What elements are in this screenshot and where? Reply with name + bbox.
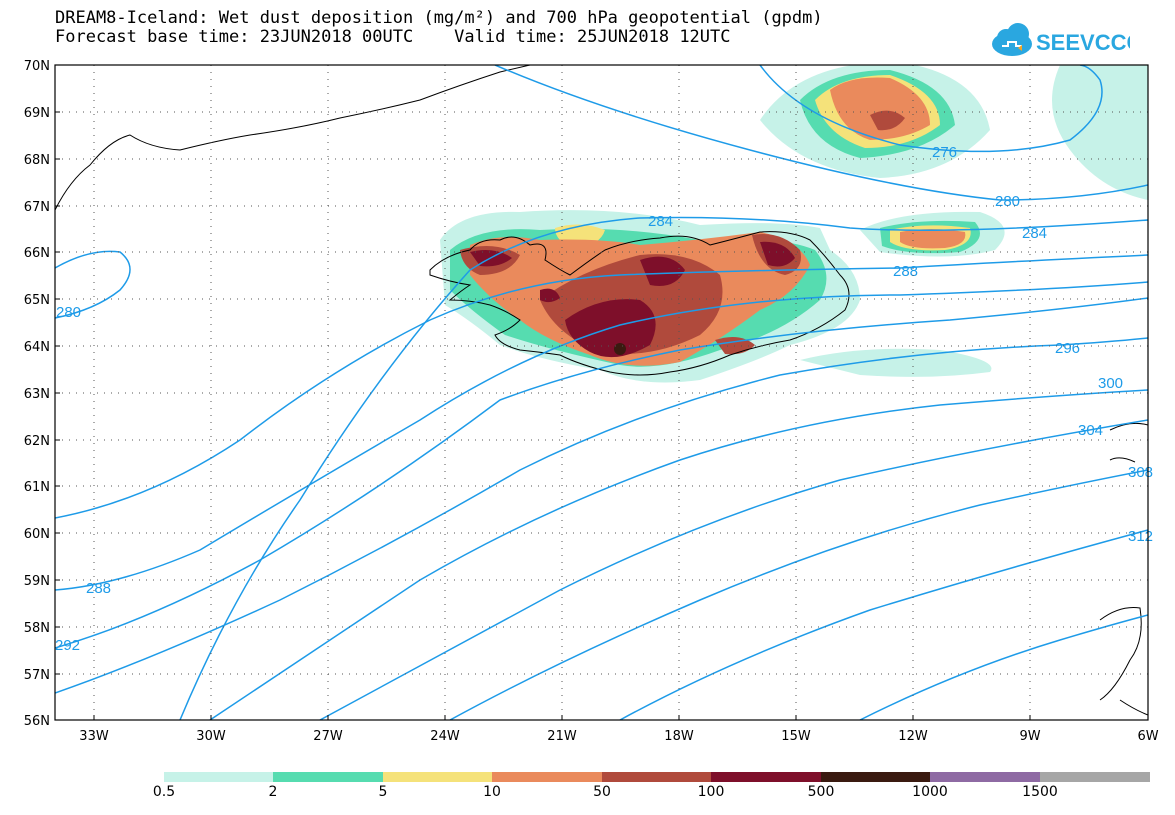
lon-label: 6W bbox=[1137, 729, 1158, 744]
legend-label: 1500 bbox=[1022, 784, 1058, 800]
lon-label: 33W bbox=[79, 729, 109, 744]
legend-label: 5 bbox=[378, 784, 388, 800]
contour-label: 288 bbox=[86, 580, 111, 597]
legend-swatch bbox=[164, 772, 273, 782]
contour-label: 304 bbox=[1078, 422, 1103, 439]
legend-swatch bbox=[273, 772, 383, 782]
map-subtitle: Forecast base time: 23JUN2018 00UTC Vali… bbox=[55, 27, 731, 47]
lat-label: 56N bbox=[24, 714, 50, 729]
lat-label: 59N bbox=[24, 574, 50, 589]
contour-label: 284 bbox=[648, 213, 673, 230]
lat-label: 67N bbox=[24, 200, 50, 215]
lat-label: 69N bbox=[24, 106, 50, 121]
legend-swatch bbox=[492, 772, 602, 782]
contour-label: 276 bbox=[932, 144, 957, 161]
legend-label: 500 bbox=[807, 784, 835, 800]
lon-label: 9W bbox=[1019, 729, 1040, 744]
graticule bbox=[55, 65, 1148, 720]
legend-swatch bbox=[930, 772, 1040, 782]
lon-label: 24W bbox=[430, 729, 460, 744]
lat-label: 62N bbox=[24, 434, 50, 449]
legend-label: 50 bbox=[593, 784, 611, 800]
contour-label: 312 bbox=[1128, 528, 1153, 545]
contour-label: 292 bbox=[55, 637, 80, 654]
dust-deposition-field bbox=[440, 65, 1148, 383]
lon-label: 12W bbox=[898, 729, 928, 744]
legend-swatch bbox=[602, 772, 711, 782]
lat-label: 68N bbox=[24, 153, 50, 168]
contour-label: 296 bbox=[1055, 340, 1080, 357]
lat-label: 61N bbox=[24, 480, 50, 495]
contour-label: 280 bbox=[56, 304, 81, 321]
logo-text: SEEVCCC bbox=[1036, 30, 1130, 55]
contour-label: 280 bbox=[995, 193, 1020, 210]
contour-label: 288 bbox=[893, 263, 918, 280]
legend-swatch bbox=[711, 772, 821, 782]
legend-label: 0.5 bbox=[152, 784, 176, 800]
contour-label: 308 bbox=[1128, 464, 1153, 481]
geopotential-contours bbox=[55, 65, 1148, 720]
legend-swatch bbox=[383, 772, 492, 782]
lon-label: 21W bbox=[547, 729, 577, 744]
lat-label: 60N bbox=[24, 527, 50, 542]
lat-label: 63N bbox=[24, 387, 50, 402]
lat-label: 64N bbox=[24, 340, 50, 355]
lat-label: 65N bbox=[24, 293, 50, 308]
lat-labels: 70N 69N 68N 67N 66N 65N 64N 63N 62N 61N … bbox=[24, 59, 50, 729]
lon-label: 15W bbox=[781, 729, 811, 744]
lat-label: 70N bbox=[24, 59, 50, 74]
lon-label: 27W bbox=[313, 729, 343, 744]
legend-label: 2 bbox=[268, 784, 278, 800]
lat-label: 58N bbox=[24, 621, 50, 636]
legend-label: 10 bbox=[483, 784, 501, 800]
tick-marks bbox=[55, 64, 1031, 720]
lon-label: 18W bbox=[664, 729, 694, 744]
lon-labels: 33W 30W 27W 24W 21W 18W 15W 12W 9W 6W bbox=[79, 729, 1158, 744]
lat-label: 57N bbox=[24, 668, 50, 683]
contour-label: 300 bbox=[1098, 375, 1123, 392]
lat-label: 66N bbox=[24, 246, 50, 261]
legend-swatch bbox=[821, 772, 930, 782]
map-title: DREAM8-Iceland: Wet dust deposition (mg/… bbox=[55, 8, 823, 28]
seevccc-logo: SEEVCCC bbox=[992, 23, 1130, 56]
lon-label: 30W bbox=[196, 729, 226, 744]
contour-label: 284 bbox=[1022, 225, 1047, 242]
contour-labels: 276 280 284 284 288 296 300 304 308 312 … bbox=[55, 144, 1153, 654]
legend-label: 100 bbox=[697, 784, 725, 800]
cloud-icon bbox=[992, 23, 1032, 56]
legend-label: 1000 bbox=[912, 784, 948, 800]
legend-swatch bbox=[1040, 772, 1150, 782]
